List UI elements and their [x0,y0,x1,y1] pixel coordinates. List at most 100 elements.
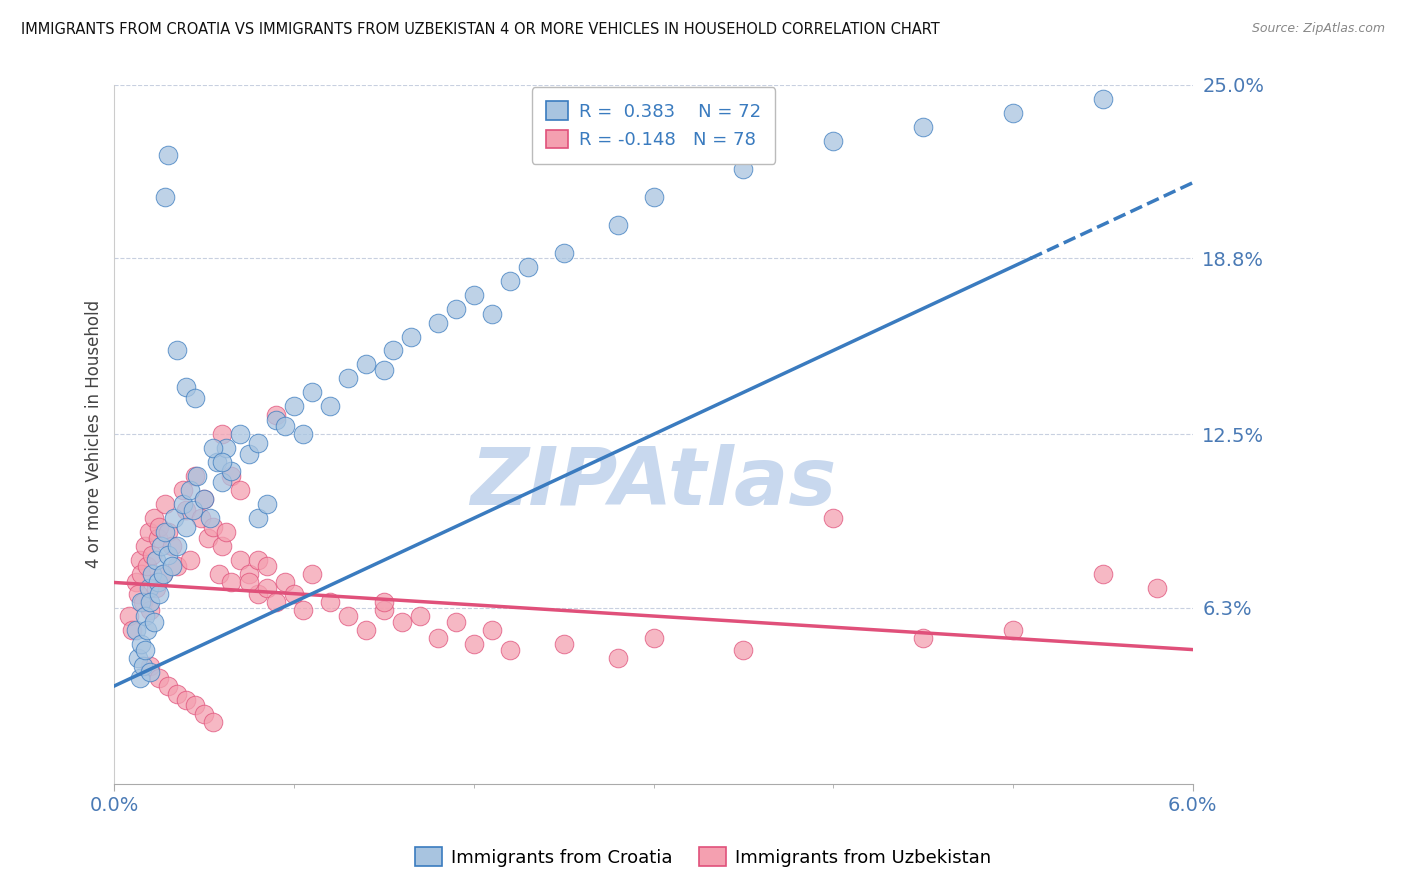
Point [193,706,215,721]
Text: IMMIGRANTS FROM CROATIA VS IMMIGRANTS FROM UZBEKISTAN 4 OR MORE VEHICLES IN HOUS: IMMIGRANTS FROM CROATIA VS IMMIGRANTS FR… [21,22,939,37]
Point [606,651,628,665]
Point [516,260,538,274]
Point [128,671,150,685]
Point [553,637,575,651]
Point [444,301,467,316]
Point [179,483,201,498]
Point [141,548,163,562]
Point [138,581,160,595]
Point [211,475,233,489]
Legend: R =  0.383    N = 72, R = -0.148   N = 78: R = 0.383 N = 72, R = -0.148 N = 78 [531,87,775,163]
Point [912,120,935,134]
Point [319,595,342,609]
Point [733,642,755,657]
Point [193,491,215,506]
Point [142,511,165,525]
Point [283,587,305,601]
Point [256,497,278,511]
Point [337,609,360,624]
Point [139,659,162,673]
Point [166,539,188,553]
Point [153,190,176,204]
Point [157,525,180,540]
Point [499,274,522,288]
Point [131,637,153,651]
Point [202,715,225,730]
Point [160,539,183,553]
Point [148,519,170,533]
Point [174,503,197,517]
Point [373,363,395,377]
Point [643,632,665,646]
Text: ZIPAtlas: ZIPAtlas [471,444,837,522]
Point [121,623,143,637]
Point [146,575,169,590]
Point [184,698,207,713]
Point [219,464,242,478]
Point [211,455,233,469]
Point [166,687,188,701]
Point [205,455,228,469]
Point [399,329,422,343]
Point [166,558,188,573]
Point [256,581,278,595]
Point [301,385,323,400]
Point [733,161,755,176]
Point [391,615,413,629]
Point [134,609,156,624]
Point [139,665,162,679]
Point [481,623,503,637]
Point [157,548,180,562]
Point [1001,623,1024,637]
Point [264,408,287,422]
Point [463,637,485,651]
Point [132,595,155,609]
Point [247,553,270,567]
Point [264,413,287,427]
Point [134,642,156,657]
Point [125,623,148,637]
Point [481,307,503,321]
Point [197,531,219,545]
Point [186,469,208,483]
Point [553,245,575,260]
Point [229,553,252,567]
Point [146,531,169,545]
Point [193,491,215,506]
Legend: Immigrants from Croatia, Immigrants from Uzbekistan: Immigrants from Croatia, Immigrants from… [408,840,998,874]
Point [409,609,432,624]
Point [125,575,148,590]
Point [141,567,163,582]
Point [142,615,165,629]
Point [208,567,231,582]
Point [426,632,449,646]
Point [247,511,270,525]
Point [172,483,194,498]
Point [426,316,449,330]
Point [229,483,252,498]
Point [274,419,297,434]
Point [319,400,342,414]
Point [463,287,485,301]
Y-axis label: 4 or more Vehicles in Household: 4 or more Vehicles in Household [86,301,103,568]
Point [157,148,180,162]
Point [152,567,174,582]
Point [183,503,205,517]
Point [145,581,167,595]
Text: Source: ZipAtlas.com: Source: ZipAtlas.com [1251,22,1385,36]
Point [163,511,186,525]
Point [373,595,395,609]
Point [215,525,238,540]
Point [198,511,221,525]
Point [184,469,207,483]
Point [184,391,207,405]
Point [301,567,323,582]
Point [190,511,212,525]
Point [354,623,377,637]
Point [1146,581,1168,595]
Point [148,587,170,601]
Point [139,595,162,609]
Point [128,553,150,567]
Point [1091,92,1114,106]
Point [499,642,522,657]
